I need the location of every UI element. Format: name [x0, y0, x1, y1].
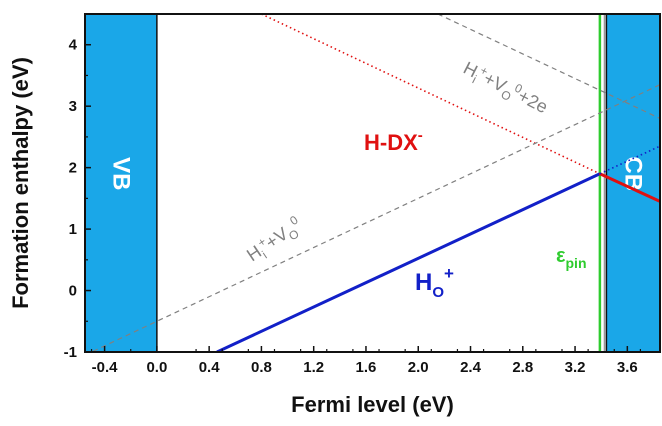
- x-tick-label: -0.4: [92, 359, 119, 376]
- band-cb: [606, 14, 660, 352]
- series-line-2: [599, 172, 660, 203]
- x-tick-label: 0.8: [251, 359, 272, 376]
- y-tick-label: 1: [69, 221, 77, 238]
- band-label-vb: VB: [107, 157, 134, 190]
- x-tick-label: 1.6: [356, 359, 377, 376]
- series-line-0: [216, 172, 601, 352]
- series-label-hi-vo-2e: Hi++VO0+2e: [458, 56, 552, 121]
- plot-frame: [84, 13, 661, 353]
- series-line-5: [437, 14, 660, 120]
- y-tick-label: -1: [64, 344, 77, 361]
- y-axis-label: Formation enthalpy (eV): [8, 57, 33, 309]
- x-tick-label: 2.0: [408, 359, 429, 376]
- band-layer: VB CB: [85, 14, 660, 352]
- x-axis-label: Fermi level (eV): [291, 392, 454, 417]
- label-layer: Fermi level (eV) Formation enthalpy (eV) H…: [8, 56, 587, 417]
- band-vb: [85, 14, 157, 352]
- series-line-1: [261, 14, 601, 175]
- x-tick-label: 3.2: [565, 359, 586, 376]
- pinning-level-label: εpin: [556, 245, 587, 271]
- series-label-ho: HO+: [415, 264, 454, 301]
- series-line-3: [599, 145, 660, 175]
- series-label-hi-vo: Hi++VO0: [242, 213, 308, 269]
- y-tick-label: 2: [69, 160, 77, 177]
- series-layer: [90, 14, 660, 352]
- x-tick-label: 3.6: [617, 359, 638, 376]
- x-tick-label: 2.4: [460, 359, 482, 376]
- x-tick-label: 2.8: [512, 359, 533, 376]
- x-tick-label: 0.4: [199, 359, 221, 376]
- y-tick-label: 0: [69, 283, 77, 300]
- y-tick-label: 3: [69, 98, 77, 115]
- x-tick-label: 1.2: [303, 359, 324, 376]
- y-tick-label: 4: [69, 37, 78, 54]
- series-label-hdx: H-DX-: [364, 127, 423, 155]
- series-line-4: [90, 84, 660, 352]
- x-tick-label: 0.0: [146, 359, 167, 376]
